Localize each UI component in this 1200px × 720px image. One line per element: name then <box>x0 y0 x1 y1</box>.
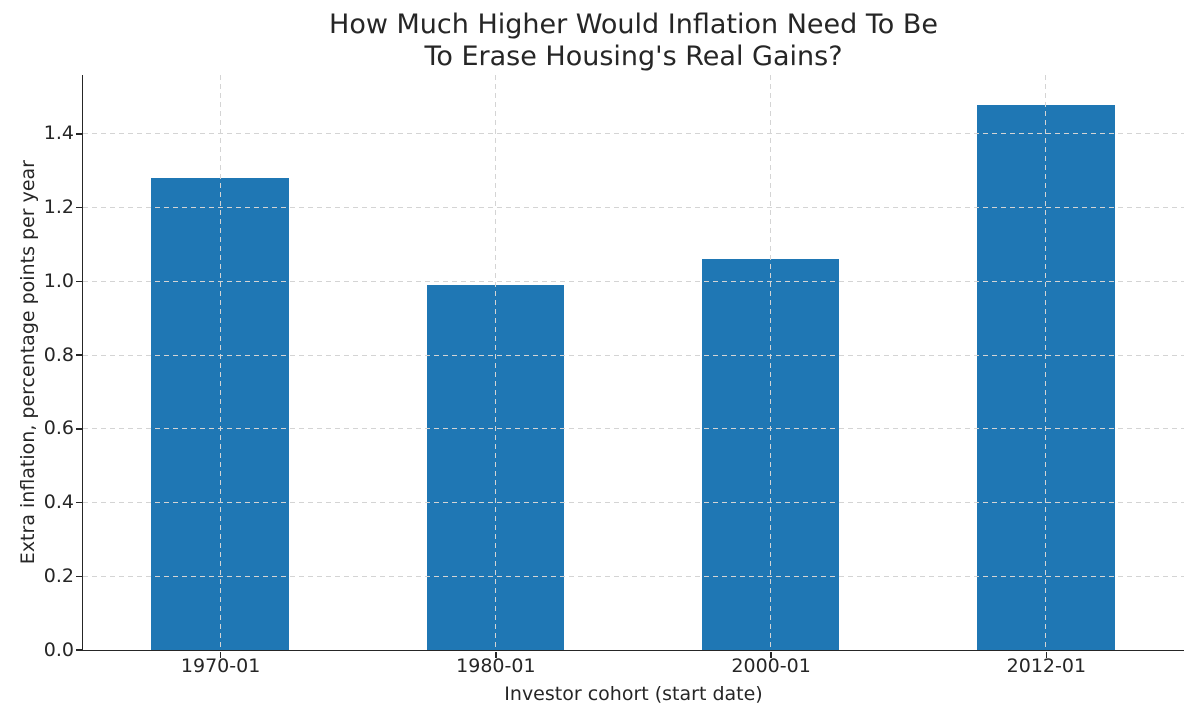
x-axis-label: Investor cohort (start date) <box>504 683 763 705</box>
plot-area <box>81 75 1184 651</box>
y-tick-mark <box>75 133 82 135</box>
y-tick-mark <box>75 501 82 504</box>
x-tick-label: 1980-01 <box>456 655 536 677</box>
y-tick-label: 1.0 <box>43 269 74 292</box>
bar-2012-01 <box>977 104 1115 650</box>
y-tick-mark <box>75 206 82 209</box>
x-tick-mark <box>219 651 222 658</box>
y-tick-mark <box>75 575 82 578</box>
x-tick-label: 2012-01 <box>1006 655 1087 677</box>
bar-2000-01 <box>701 259 840 650</box>
y-tick-mark <box>75 280 82 283</box>
chart-title: How Much Higher Would Inflation Need To … <box>329 9 938 72</box>
y-tick-label: 1.4 <box>43 122 74 145</box>
y-tick-label: 0.4 <box>43 491 74 514</box>
y-tick-label: 0.6 <box>43 417 74 440</box>
x-tick-mark <box>770 651 772 658</box>
x-tick-label: 1970-01 <box>180 655 261 677</box>
y-tick-label: 1.2 <box>43 196 74 219</box>
x-tick-label: 2000-01 <box>731 655 811 677</box>
bar-1980-01 <box>426 285 565 650</box>
y-tick-label: 0.0 <box>43 638 74 661</box>
x-tick-mark <box>495 651 497 658</box>
bars-layer <box>83 75 1184 650</box>
bar-1970-01 <box>151 178 289 650</box>
y-tick-mark <box>75 649 82 651</box>
y-tick-label: 0.2 <box>43 564 74 587</box>
y-tick-mark <box>75 428 82 430</box>
x-tick-mark <box>1045 651 1048 658</box>
y-tick-label: 0.8 <box>43 343 74 366</box>
y-tick-mark <box>75 354 82 356</box>
